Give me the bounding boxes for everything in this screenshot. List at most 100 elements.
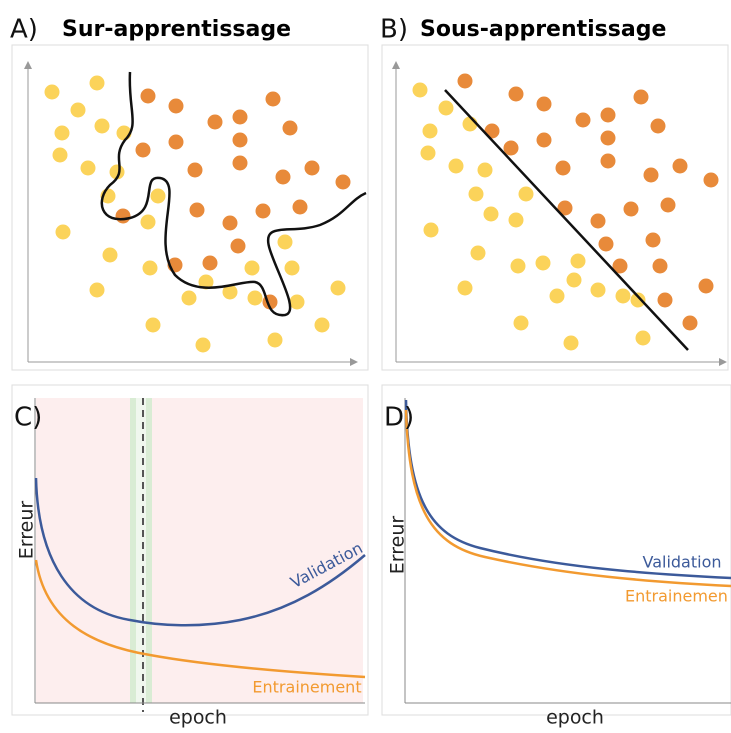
panel-c: C) Erreur epoch Validation Entrainement [11, 384, 369, 729]
validation-curve [404, 399, 731, 580]
data-point [570, 253, 586, 269]
data-point [468, 186, 484, 202]
data-point [566, 272, 582, 288]
data-point [140, 88, 156, 104]
data-point [142, 260, 158, 276]
data-point [181, 290, 197, 306]
x-axis-label: epoch [169, 707, 227, 729]
data-point [102, 247, 118, 263]
data-point [198, 274, 214, 290]
data-point [55, 224, 71, 240]
data-point [412, 82, 428, 98]
data-point [420, 145, 436, 161]
panel-title: Sur-apprentissage [62, 17, 291, 42]
panel-label: C) [14, 403, 42, 433]
panel-frame [11, 44, 369, 371]
data-point [232, 155, 248, 171]
data-point [232, 132, 248, 148]
data-point [555, 160, 571, 176]
data-point [600, 153, 616, 169]
panel-a: A) Sur-apprentissage [10, 15, 369, 371]
data-point [89, 282, 105, 298]
data-point [304, 160, 320, 176]
decision-boundary [100, 71, 367, 317]
data-point [477, 162, 493, 178]
data-point [598, 236, 614, 252]
data-point [643, 167, 659, 183]
data-point [448, 158, 464, 174]
panel-label: A) [10, 15, 38, 45]
data-point [503, 140, 519, 156]
curve-label: Entrainement [252, 678, 361, 697]
data-point [457, 73, 473, 89]
panel-d: D) Erreur epoch Validation Entrainemen [381, 384, 731, 729]
data-point [168, 134, 184, 150]
data-point [590, 282, 606, 298]
data-point [630, 292, 646, 308]
data-point [536, 132, 552, 148]
data-point [513, 315, 529, 331]
training-curve [34, 559, 366, 679]
data-point [222, 215, 238, 231]
y-axis-label: Erreur [387, 516, 409, 575]
data-point [422, 123, 438, 139]
data-point [615, 288, 631, 304]
data-point [187, 162, 203, 178]
data-point [612, 258, 628, 274]
curve-label: Entrainemen [625, 587, 728, 606]
data-point [168, 98, 184, 114]
curve-label: Validation [642, 553, 721, 572]
data-point [222, 284, 238, 300]
data-point [672, 158, 688, 174]
data-point [660, 197, 676, 213]
validation-curve [34, 477, 366, 627]
data-point [483, 206, 499, 222]
data-point [535, 255, 551, 271]
data-point [635, 330, 651, 346]
data-point [314, 317, 330, 333]
data-point [703, 172, 719, 188]
data-point [508, 86, 524, 102]
data-point [70, 102, 86, 118]
overfit-zone [36, 398, 363, 703]
data-point [115, 208, 131, 224]
data-point [140, 214, 156, 230]
data-point [135, 142, 151, 158]
panel-b: B) Sous-apprentissage [380, 15, 729, 371]
data-point [244, 260, 260, 276]
data-point [292, 199, 308, 215]
data-point [508, 212, 524, 228]
panel-frame [381, 44, 729, 371]
data-point [563, 335, 579, 351]
data-point [518, 186, 534, 202]
data-point [267, 332, 283, 348]
y-axis-label: Erreur [16, 501, 38, 560]
data-point [600, 107, 616, 123]
data-point [80, 160, 96, 176]
data-point [600, 130, 616, 146]
data-point [277, 234, 293, 250]
data-point [623, 201, 639, 217]
data-point [282, 120, 298, 136]
panel-frame [11, 384, 369, 716]
data-point [633, 89, 649, 105]
data-point [457, 280, 473, 296]
data-point [44, 84, 60, 100]
data-point [335, 174, 351, 190]
x-axis-label: epoch [546, 707, 604, 729]
data-point [232, 109, 248, 125]
data-point [94, 118, 110, 134]
data-point [536, 96, 552, 112]
panel-label: B) [380, 15, 408, 45]
data-point [247, 290, 263, 306]
data-point [470, 245, 486, 261]
data-point [150, 188, 166, 204]
optimum-band-core [136, 398, 146, 703]
data-point [423, 222, 439, 238]
data-point [549, 288, 565, 304]
data-point [650, 118, 666, 134]
data-point [590, 213, 606, 229]
data-point [255, 203, 271, 219]
data-point [230, 238, 246, 254]
